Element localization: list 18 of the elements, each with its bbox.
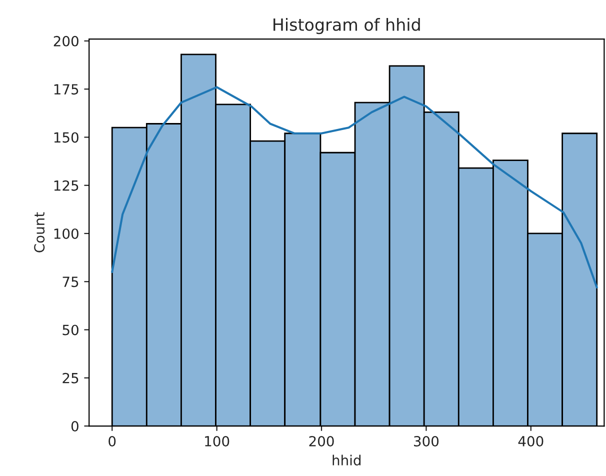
y-tick-label: 0 xyxy=(71,420,78,432)
y-tick-label: 100 xyxy=(54,228,78,239)
y-tick-label: 125 xyxy=(54,180,78,191)
y-tick-label: 150 xyxy=(54,132,78,143)
x-tick-label: 400 xyxy=(518,436,544,446)
y-axis-title: Count xyxy=(34,212,45,252)
y-tick-label: 200 xyxy=(54,36,78,46)
y-tick-label: 175 xyxy=(54,84,78,95)
x-tick-label: 300 xyxy=(414,436,439,446)
x-axis-title: hhid xyxy=(332,454,361,466)
x-tick-label: 200 xyxy=(309,436,334,446)
y-tick-label: 75 xyxy=(62,276,78,288)
x-tick-label: 100 xyxy=(205,436,230,446)
line-series xyxy=(111,86,598,288)
x-tick-label: 0 xyxy=(108,436,116,446)
y-tick-label: 50 xyxy=(62,324,78,336)
y-tick-label: 25 xyxy=(62,372,78,384)
chart-title: Histogram of hhid xyxy=(274,18,420,34)
